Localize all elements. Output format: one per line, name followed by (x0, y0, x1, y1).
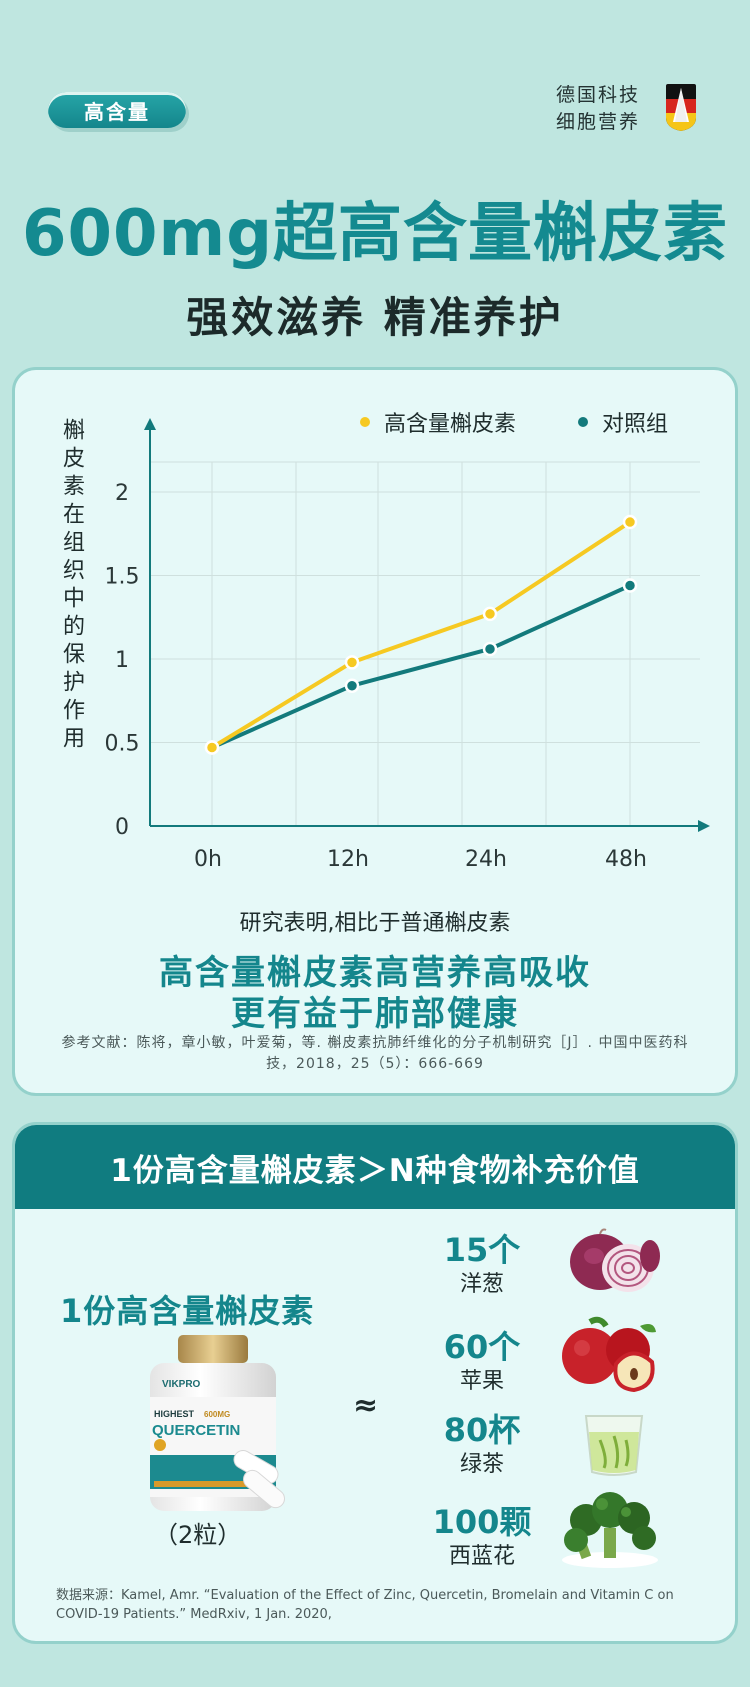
food-amount: 15个 (443, 1231, 521, 1269)
food-amount: 100颗 (432, 1503, 532, 1541)
highlight-line-1: 高含量槲皮素高营养高吸收 (159, 953, 591, 993)
page-subtitle: 强效滋养 精准养护 (186, 293, 564, 342)
brand-tagline: 德国科技 细胞营养 (556, 82, 640, 136)
chart-intro-text: 研究表明,相比于普通槲皮素 (239, 911, 511, 936)
legend-item-series-1: 高含量槲皮素 (360, 406, 516, 438)
brand-line-1: 德国科技 (555, 84, 640, 106)
supplement-title: 1份高含量槲皮素 (60, 1292, 315, 1330)
apple-icon (562, 1316, 656, 1393)
food-name: 绿茶 (459, 1452, 504, 1477)
high-content-badge: 高含量 (48, 92, 186, 128)
bottle-brand-text: VIKPRO (162, 1379, 201, 1390)
bottle-name-text: QUERCETIN (152, 1422, 240, 1439)
legend-label-series-1: 高含量槲皮素 (384, 412, 517, 437)
food-amount: 80杯 (443, 1411, 521, 1449)
food-item-broccoli: 100颗 西蓝花 (422, 1502, 542, 1572)
bottle-line1-text: HIGHEST (154, 1409, 195, 1419)
comparison-heading: 1份高含量槲皮素＞N种食物补充价值 (15, 1125, 735, 1209)
highlight-line-2: 更有益于肺部健康 (231, 994, 519, 1034)
reference-text: 参考文献：陈将，章小敏，叶爱菊，等. 槲皮素抗肺纤维化的分子机制研究［J］. 中… (61, 1035, 689, 1072)
approx-sign: ≈ (353, 1388, 379, 1423)
food-name: 洋葱 (459, 1272, 504, 1297)
data-source-text: 数据来源：Kamel, Amr. “Evaluation of the Effe… (56, 1588, 674, 1622)
food-amount: 60个 (443, 1328, 521, 1366)
green-tea-icon (584, 1415, 644, 1476)
legend-dot-gold (360, 417, 370, 427)
onion-icon (570, 1228, 660, 1292)
supplement-bottle-image: VIKPRO HIGHEST 600MG QUERCETIN (150, 1335, 276, 1511)
page-title: 600mg超高含量槲皮素 (21, 197, 729, 271)
capsules-icon (233, 1450, 285, 1509)
food-item-apple: 60个 苹果 (422, 1327, 542, 1397)
german-flag-icon (666, 84, 696, 131)
legend-dot-teal (578, 417, 588, 427)
legend-label-series-2: 对照组 (602, 412, 669, 437)
bottle-dose-text: 600MG (204, 1410, 230, 1419)
capsule-quantity: （2粒） (154, 1521, 242, 1549)
brand-line-2: 细胞营养 (555, 111, 640, 133)
food-name: 苹果 (459, 1369, 504, 1394)
food-item-green-tea: 80杯 绿茶 (422, 1410, 542, 1480)
food-name: 西蓝花 (448, 1544, 515, 1569)
broccoli-icon (562, 1492, 658, 1568)
y-axis-label: 槲皮素在组织中的保护作用 (59, 418, 84, 754)
legend-item-series-2: 对照组 (578, 406, 668, 438)
food-item-onion: 15个 洋葱 (422, 1230, 542, 1300)
